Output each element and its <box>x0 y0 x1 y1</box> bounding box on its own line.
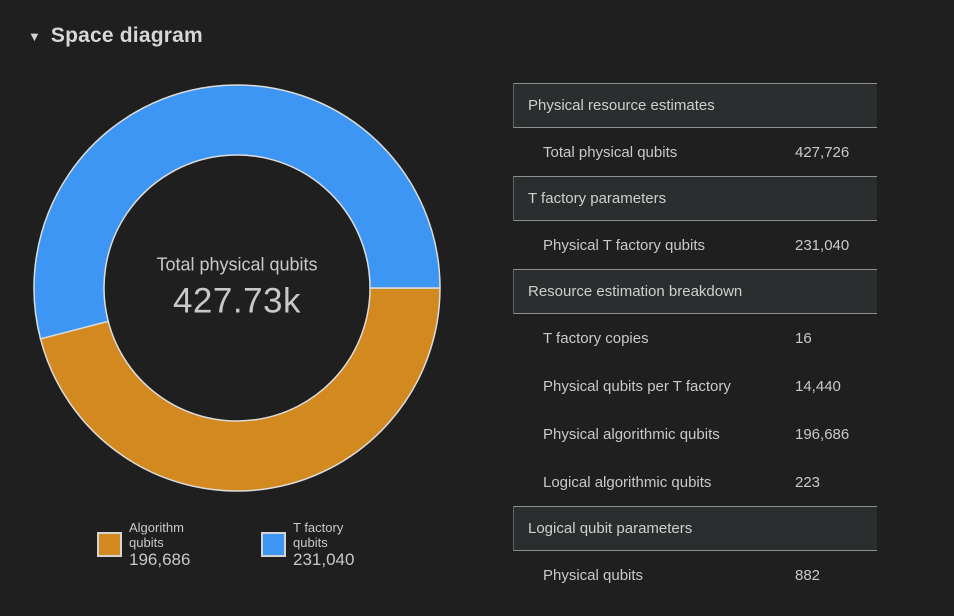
row-label: Physical qubits <box>543 566 644 584</box>
row-value: 196,686 <box>795 425 850 443</box>
table-row: Total physical qubits 427,726 <box>513 128 877 176</box>
legend-item-algorithm-qubits[interactable]: Algorithm qubits 196,686 <box>97 520 190 569</box>
legend-swatch-algorithm <box>97 532 122 557</box>
legend-item-t-factory-qubits[interactable]: T factory qubits 231,040 <box>261 520 354 569</box>
section-header-label: T factory parameters <box>528 190 667 207</box>
row-label: T factory copies <box>543 329 649 347</box>
section-header: Logical qubit parameters <box>513 506 877 551</box>
table-row: Physical algorithmic qubits 196,686 <box>513 410 877 458</box>
row-label: Physical qubits per T factory <box>543 377 731 395</box>
section-header-label: Resource estimation breakdown <box>528 283 743 300</box>
table-row: Physical qubits 882 <box>513 551 877 599</box>
resource-estimates-table: Physical resource estimates Total physic… <box>513 83 877 599</box>
legend-label: T factory qubits <box>293 520 344 550</box>
section-header-label: Logical qubit parameters <box>528 520 693 537</box>
legend-label: Algorithm qubits <box>129 520 184 550</box>
section-header-label: Physical resource estimates <box>528 97 715 114</box>
legend-swatch-t-factory <box>261 532 286 557</box>
section-title-toggle[interactable]: ▼ Space diagram <box>28 24 203 48</box>
collapse-arrow-icon[interactable]: ▼ <box>28 28 41 44</box>
row-label: Physical T factory qubits <box>543 236 706 254</box>
row-value: 16 <box>795 329 812 347</box>
donut-svg <box>33 84 441 492</box>
donut-slice-algorithm-qubits[interactable] <box>39 287 441 492</box>
row-value: 427,726 <box>795 143 850 161</box>
section-header: Physical resource estimates <box>513 83 877 128</box>
row-value: 882 <box>795 566 821 584</box>
row-value: 14,440 <box>795 377 841 395</box>
row-value: 231,040 <box>795 236 850 254</box>
legend-value: 231,040 <box>293 550 355 569</box>
donut-slice-t-factory-qubits[interactable] <box>33 84 441 340</box>
table-row: Physical T factory qubits 231,040 <box>513 221 877 269</box>
row-label: Physical algorithmic qubits <box>543 425 720 443</box>
page-title: Space diagram <box>50 24 203 47</box>
row-label: Logical algorithmic qubits <box>543 473 712 491</box>
row-value: 223 <box>795 473 821 491</box>
legend-value: 196,686 <box>129 550 191 569</box>
section-header: T factory parameters <box>513 176 877 221</box>
space-donut-chart: Total physical qubits 427.73k <box>32 83 442 493</box>
table-row: Logical algorithmic qubits 223 <box>513 458 877 506</box>
table-row: Physical qubits per T factory 14,440 <box>513 362 877 410</box>
row-label: Total physical qubits <box>543 143 678 161</box>
table-row: T factory copies 16 <box>513 314 877 362</box>
section-header: Resource estimation breakdown <box>513 269 877 314</box>
